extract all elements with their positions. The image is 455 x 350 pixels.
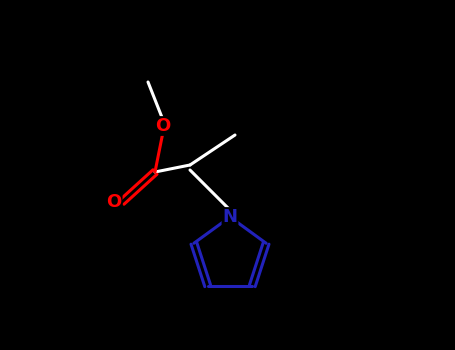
Text: N: N: [222, 208, 238, 226]
Text: O: O: [155, 117, 171, 135]
Text: O: O: [106, 193, 121, 211]
